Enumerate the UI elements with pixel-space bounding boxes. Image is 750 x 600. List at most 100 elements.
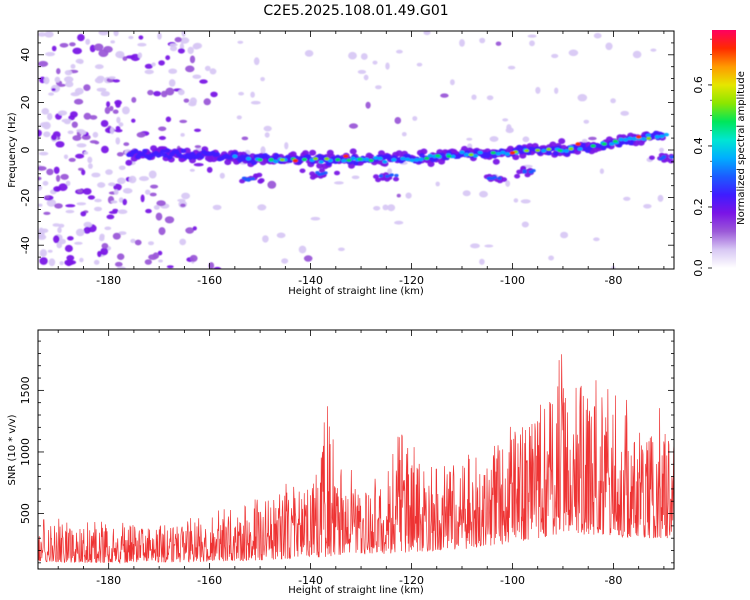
heatmap-cell — [531, 169, 536, 173]
heatmap-cell — [74, 241, 83, 245]
heatmap-cell — [174, 37, 182, 43]
heatmap-cell — [516, 145, 523, 150]
heatmap-cell — [654, 135, 660, 139]
heatmap-cell — [495, 41, 502, 46]
heatmap-cell — [357, 157, 363, 161]
heatmap-cell — [101, 243, 109, 249]
heatmap-cell — [663, 132, 670, 137]
heatmap-cell — [94, 64, 104, 70]
heatmap-cell — [519, 149, 525, 155]
heatmap-cell — [77, 59, 84, 64]
heatmap-cell — [237, 40, 244, 44]
y-tick-label: 500 — [19, 503, 32, 524]
heatmap-cell — [110, 200, 118, 204]
heatmap-cell — [357, 69, 367, 74]
heatmap-cell — [158, 227, 166, 236]
heatmap-cell — [181, 192, 191, 200]
heatmap-cell — [643, 204, 652, 209]
heatmap-cell — [564, 151, 570, 157]
heatmap-cell — [77, 189, 83, 193]
heatmap-cell — [144, 63, 153, 69]
heatmap-cell — [264, 154, 271, 159]
heatmap-cell — [618, 137, 624, 142]
heatmap-cell — [396, 49, 403, 54]
spectrogram-heatmap — [38, 31, 674, 269]
heatmap-cell — [471, 94, 477, 100]
heatmap-cell — [535, 148, 541, 152]
heatmap-cell — [178, 153, 184, 159]
heatmap-cell — [60, 173, 69, 180]
heatmap-cell — [522, 169, 527, 173]
heatmap-cell — [521, 221, 529, 228]
heatmap-cell — [524, 149, 530, 153]
heatmap-cell — [378, 174, 384, 178]
heatmap-cell — [69, 42, 76, 47]
heatmap-cell — [317, 172, 322, 176]
heatmap-cell — [64, 70, 73, 76]
heatmap-cell — [267, 180, 277, 189]
heatmap-cell — [142, 148, 148, 154]
heatmap-cell — [368, 158, 374, 163]
heatmap-cell — [316, 162, 324, 169]
heatmap-cell — [319, 168, 325, 173]
snr-panel: -180 -160 -140 -120 -100 -80 500 1000 1500 Heig… — [7, 329, 675, 596]
heatmap-cell — [241, 136, 249, 141]
heatmap-cell — [137, 42, 147, 47]
heatmap-cell — [109, 105, 114, 112]
heatmap-cell — [81, 134, 91, 140]
heatmap-cell — [497, 178, 503, 184]
heatmap-cell — [497, 176, 502, 180]
heatmap-cell — [450, 79, 455, 86]
heatmap-cell — [189, 55, 196, 64]
heatmap-cell — [394, 117, 402, 124]
heatmap-cell — [284, 142, 289, 150]
heatmap-cell — [48, 258, 56, 267]
heatmap-cell — [152, 252, 160, 259]
heatmap-cell — [338, 247, 345, 252]
heatmap-cell — [153, 91, 162, 97]
heatmap-cell — [117, 177, 126, 185]
figure-title: C2E5.2025.108.01.49.G01 — [263, 3, 448, 19]
heatmap-cell — [263, 125, 272, 132]
heatmap-cell — [189, 97, 197, 106]
heatmap-cell — [53, 186, 61, 192]
heatmap-cell — [66, 260, 77, 265]
heatmap-cell — [165, 116, 172, 123]
heatmap-cell — [194, 145, 202, 149]
heatmap-cell — [214, 152, 221, 157]
heatmap-cell — [262, 235, 269, 243]
heatmap-cell — [38, 129, 42, 137]
heatmap-cell — [416, 62, 423, 67]
heatmap-cell — [118, 231, 127, 236]
heatmap-cell — [558, 138, 566, 145]
heatmap-cell — [116, 152, 124, 157]
heatmap-cell — [118, 122, 124, 127]
heatmap-cell — [348, 51, 357, 60]
heatmap-cell — [373, 156, 379, 160]
heatmap-cell — [463, 152, 470, 157]
y-tick-label: 1500 — [19, 376, 32, 404]
heatmap-cell — [341, 158, 347, 163]
heatmap-cell — [77, 34, 85, 42]
heatmap-cell — [257, 204, 267, 211]
heatmap-cell — [83, 151, 89, 155]
heatmap-cell — [563, 149, 570, 153]
heatmap-cell — [63, 154, 69, 160]
heatmap-cell — [157, 32, 162, 40]
heatmap-cell — [378, 150, 385, 157]
heatmap-cell — [373, 206, 381, 211]
heatmap-cell — [87, 195, 95, 200]
heatmap-cell — [117, 253, 125, 260]
heatmap-cell — [298, 245, 307, 254]
heatmap-cell — [66, 255, 75, 261]
heatmap-cell — [424, 156, 430, 160]
heatmap-cell — [76, 202, 87, 206]
heatmap-cell — [169, 45, 178, 52]
heatmap-cell — [310, 216, 321, 221]
heatmap-cell — [51, 88, 56, 92]
heatmap-cell — [162, 153, 168, 158]
heatmap-cell — [219, 172, 225, 179]
heatmap-cell — [365, 101, 371, 109]
heatmap-cell — [138, 35, 144, 40]
heatmap-cell — [593, 237, 600, 242]
